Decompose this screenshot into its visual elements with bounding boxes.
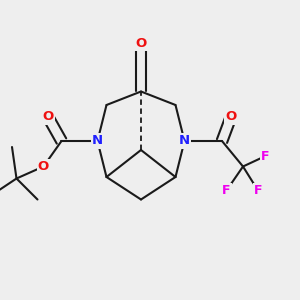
Text: O: O [42,110,54,124]
Text: N: N [179,134,190,148]
Text: O: O [135,37,147,50]
Text: F: F [222,184,231,197]
Text: F: F [254,184,262,197]
Text: N: N [92,134,103,148]
Text: F: F [261,149,270,163]
Text: O: O [225,110,237,124]
Text: O: O [38,160,49,173]
